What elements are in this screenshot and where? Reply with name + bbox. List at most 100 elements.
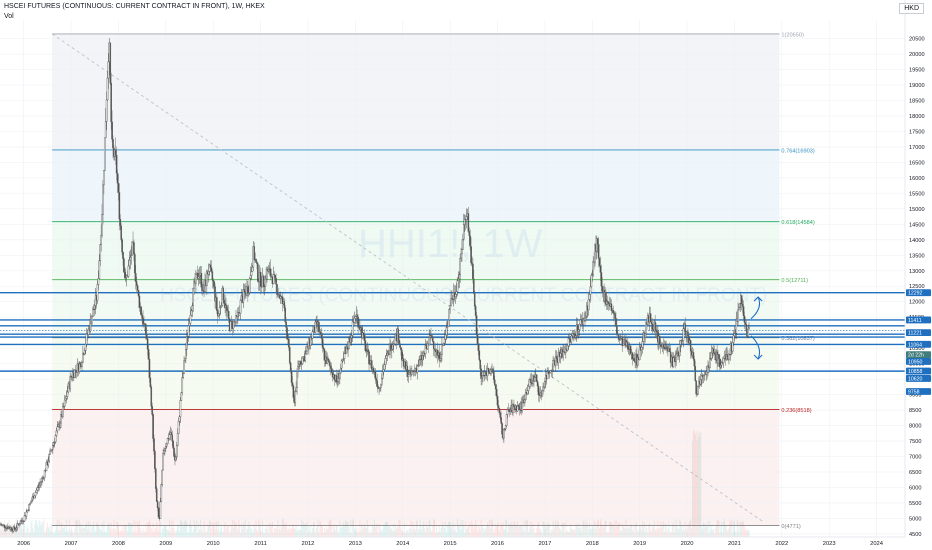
price-axis[interactable]: 4500 5000 5500 6000 6500 7000 7500 8000 8500 9000… [904,0,932,550]
volume-bar [535,532,537,537]
volume-bar [18,522,20,537]
volume-bar [466,527,468,537]
candle-body [487,368,490,373]
volume-bar [553,528,555,537]
candle-body [489,369,492,374]
volume-bar [306,521,308,537]
candle-body [311,331,314,339]
candle-body [133,242,135,255]
candle-body [154,451,156,469]
volume-bar [287,530,289,537]
volume-bar [433,519,435,537]
volume-bar [436,532,438,537]
volume-bar [284,523,286,537]
x-tick-label: 2016 [491,541,504,547]
candle-body [339,367,342,374]
candle-body [459,257,461,276]
candle-body [175,445,178,458]
volume-bar [248,522,250,537]
volume-bar [326,528,328,537]
volume-bar [388,526,390,537]
y-tick-label: 6500 [909,470,921,476]
volume-bar [223,525,225,537]
candle-body [309,336,312,346]
candle-body [54,435,57,443]
candle-body [693,358,696,367]
volume-bar [678,529,680,537]
volume-bar [526,520,528,537]
candle-body [705,371,707,375]
candle-body [584,317,586,321]
volume-bar [452,521,454,537]
volume-bar [475,520,477,537]
candle-body [509,410,512,412]
candle-body [53,441,56,443]
currency-badge[interactable]: HKD [899,3,924,14]
candle-body [512,404,514,413]
volume-bar [694,434,696,537]
volume-bar [422,526,424,537]
candle-body [306,345,308,352]
volume-bar [31,519,33,537]
volume-bar [650,529,652,537]
y-tick-label: 13000 [909,269,925,275]
candle-body [397,328,399,340]
time-axis[interactable]: 2006 2007 2008 2009 2010 2011 2012 2013 2014 2015… [0,536,932,550]
volume-bar [472,523,474,537]
volume-bar [463,525,465,537]
volume-bar [474,526,476,537]
volume-bar [154,527,156,537]
volume-bar [692,441,694,537]
y-tick-label: 18500 [909,98,925,104]
y-tick-label: 10500 [909,346,925,352]
candle-body [14,528,17,530]
candle-body [239,300,242,314]
candle-body [56,426,59,432]
volume-bar [156,522,158,537]
volume-bar [119,530,121,537]
price-badge [906,351,931,359]
candle-body [495,388,498,397]
volume-bar [211,523,213,537]
volume-bar [317,519,319,537]
volume-bar [64,525,66,537]
candle-body [527,386,530,392]
volume-bar [618,523,620,537]
x-tick-label: 2015 [444,541,457,547]
volume-bar [467,524,469,537]
volume-bar [567,530,569,537]
candle-body [120,225,122,240]
volume-bar [288,527,290,537]
volume-bar [551,529,553,537]
volume-bar [691,528,693,537]
volume-bar [718,520,720,537]
volume-bar [382,528,384,537]
candle-body [204,280,206,292]
volume-bar [96,521,98,537]
volume-bar [627,527,629,537]
volume-bar [374,519,376,537]
candle-body [20,520,22,525]
volume-bar [649,523,651,537]
volume-bar [599,519,601,537]
volume-bar [38,520,40,537]
volume-bar [455,530,457,537]
candle-body [462,238,464,250]
volume-bar [579,527,581,537]
volume-bar [366,520,368,537]
volume-bar [174,532,176,537]
volume-bar [606,532,608,537]
volume-bar [406,529,408,537]
volume-bar [150,528,152,537]
volume-bar [545,523,547,537]
volume-bar [254,528,256,537]
candle-body [47,460,50,466]
candle-body [430,334,432,337]
volume-bar [634,524,636,537]
volume-bar [589,528,591,537]
volume-bar [580,530,582,537]
symbol-title[interactable]: HSCEI FUTURES (CONTINUOUS: CURRENT CONTR… [4,3,265,10]
volume-bar [604,521,606,537]
volume-bar [658,528,660,537]
